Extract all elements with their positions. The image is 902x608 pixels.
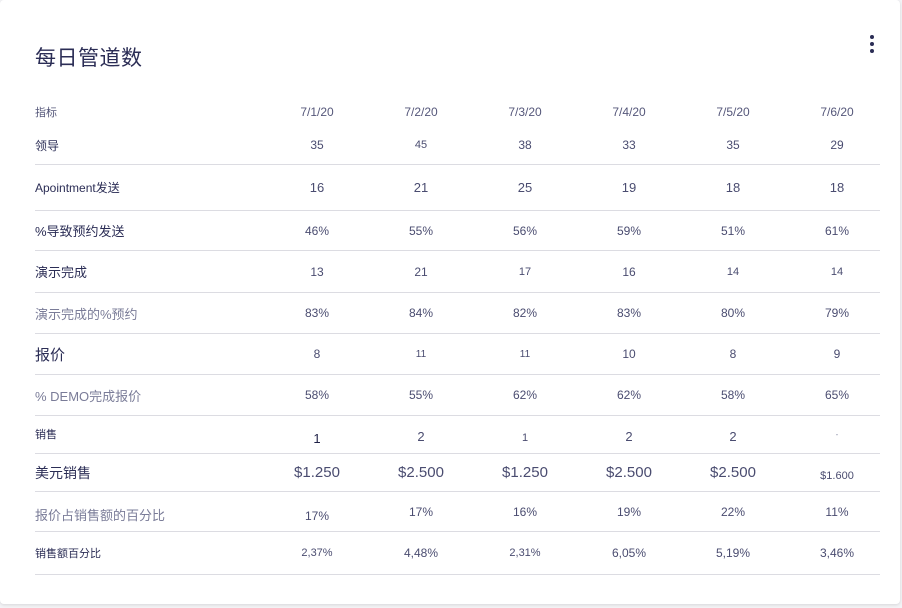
table-cell: 2 <box>625 429 633 444</box>
table-cell: 19 <box>621 180 637 195</box>
row-label: 领导 <box>35 138 60 153</box>
table-cell: 2 <box>417 429 425 444</box>
table-cell: 21 <box>414 264 428 279</box>
table-cell: 19% <box>616 504 642 519</box>
table-row: 领导 35 45 38 33 35 29 <box>35 126 880 165</box>
more-options-icon[interactable] <box>862 33 882 57</box>
table-cell: 11 <box>519 348 531 360</box>
row-label: % DEMO完成报价 <box>35 388 142 404</box>
table-cell: 17% <box>304 508 330 523</box>
table-cell: 55% <box>408 388 434 402</box>
table-cell: 18 <box>725 180 741 195</box>
table-cell: 65% <box>824 388 850 402</box>
table-cell: $1.250 <box>294 464 340 481</box>
table-cell: 13 <box>310 264 324 279</box>
table-cell: 59% <box>616 223 642 238</box>
table-row: 报价 8 11 11 10 8 9 <box>35 334 880 375</box>
table-row: 报价占销售额的百分比 17% 17% 16% 19% 22% 11% <box>35 492 880 532</box>
table-cell: 58% <box>304 388 330 402</box>
table-cell: 8 <box>729 347 737 361</box>
row-label: Apointment发送 <box>35 181 120 195</box>
table-cell: 33 <box>622 138 636 152</box>
table-cell: 61% <box>824 223 850 238</box>
table-row: 销售额百分比 2,37% 4,48% 2,31% 6,05% 5,19% 3,4… <box>35 532 880 575</box>
table-cell: 45 <box>414 139 428 151</box>
table-cell: 79% <box>824 306 850 320</box>
table-row: Apointment发送 16 21 25 19 18 18 <box>35 165 880 211</box>
table-cell: 25 <box>517 180 533 195</box>
table-cell: $2.500 <box>606 464 652 481</box>
table-cell: 55% <box>408 223 434 238</box>
table-cell: 58% <box>720 388 746 402</box>
table-cell: 84% <box>408 306 434 320</box>
table-cell: 3,46% <box>819 546 855 560</box>
row-label: 美元销售 <box>35 464 91 481</box>
table-cell: $2.500 <box>710 464 756 481</box>
table-cell: 16 <box>309 180 325 195</box>
table-cell: 17% <box>408 504 434 519</box>
table-cell: 14 <box>830 265 844 278</box>
table-cell: 38 <box>518 138 532 152</box>
table-cell: 29 <box>830 138 844 152</box>
table-header-row: 指标 7/1/20 7/2/20 7/3/20 7/4/20 7/5/20 7/… <box>35 100 880 124</box>
header-date: 7/5/20 <box>716 105 750 119</box>
table-cell: 4,48% <box>403 546 439 560</box>
card-title: 每日管道数 <box>35 47 143 70</box>
header-date: 7/4/20 <box>612 105 646 119</box>
row-label: 演示完成 <box>35 265 88 280</box>
table-row: 销售 1 2 1 2 2 - <box>35 416 880 454</box>
header-date: 7/3/20 <box>508 105 542 119</box>
table-cell: 2,31% <box>509 547 541 559</box>
table-cell: 21 <box>413 180 429 195</box>
table-cell: 8 <box>313 347 321 361</box>
table-cell: 22% <box>720 504 746 519</box>
row-label: 演示完成的%预约 <box>35 306 138 322</box>
table-cell: 82% <box>512 306 538 320</box>
row-label: 销售 <box>35 429 57 441</box>
header-metric-label: 指标 <box>35 107 57 119</box>
table-row: %导致预约发送 46% 55% 56% 59% 51% 61% <box>35 211 880 251</box>
table-cell: 62% <box>616 388 642 402</box>
table-row: 演示完成的%预约 83% 84% 82% 83% 80% 79% <box>35 293 880 334</box>
table-cell: 62% <box>512 388 538 402</box>
table-cell: 51% <box>720 223 746 238</box>
table-cell: 9 <box>833 347 841 361</box>
table-cell: 1 <box>521 431 529 444</box>
row-label: 报价 <box>35 346 66 364</box>
table-cell: 11% <box>825 504 849 519</box>
table-cell: $2.500 <box>398 464 444 481</box>
table-cell: 2,37% <box>301 547 333 559</box>
table-row: 演示完成 13 21 17 16 14 14 <box>35 251 880 293</box>
row-label: 报价占销售额的百分比 <box>35 508 166 523</box>
table-cell: 83% <box>616 306 642 320</box>
table-cell: $1.250 <box>502 464 548 481</box>
row-label: 销售额百分比 <box>35 548 101 560</box>
header-date: 7/6/20 <box>820 105 854 119</box>
row-label: %导致预约发送 <box>35 224 125 239</box>
table-cell: 16 <box>622 264 636 279</box>
header-date: 7/2/20 <box>404 105 438 119</box>
header-date: 7/1/20 <box>300 105 334 119</box>
table-cell: 56% <box>512 223 538 238</box>
table-row: % DEMO完成报价 58% 55% 62% 62% 58% 65% <box>35 375 880 416</box>
table-cell: - <box>835 430 839 439</box>
table-cell: 6,05% <box>611 546 647 560</box>
table-cell: 17 <box>518 265 532 278</box>
table-cell: 46% <box>304 223 330 238</box>
table-cell: $1.600 <box>820 469 854 482</box>
table-cell: 35 <box>310 138 324 152</box>
table-cell: 11 <box>415 348 427 360</box>
table-cell: 14 <box>726 265 740 278</box>
table-row: 美元销售 $1.250 $2.500 $1.250 $2.500 $2.500 … <box>35 454 880 492</box>
table-cell: 80% <box>720 306 746 320</box>
table-cell: 16% <box>512 504 538 519</box>
table-cell: 35 <box>726 138 740 152</box>
table-cell: 10 <box>622 347 636 361</box>
table-cell: 18 <box>829 180 845 195</box>
table-cell: 2 <box>729 429 737 444</box>
table-cell: 5,19% <box>715 546 751 560</box>
table-cell: 83% <box>304 306 330 320</box>
table-cell: 1 <box>313 431 321 446</box>
